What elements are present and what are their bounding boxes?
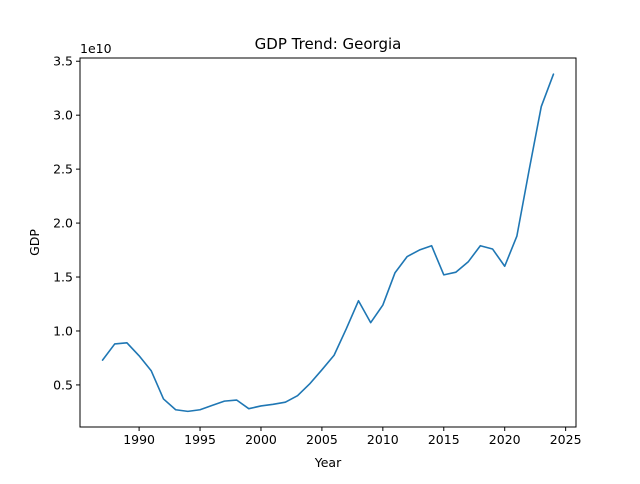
x-tick-label: 1995 xyxy=(184,432,216,447)
x-tick-label: 2015 xyxy=(428,432,460,447)
data-point xyxy=(285,401,287,403)
data-point xyxy=(175,409,177,411)
x-tick-label: 2005 xyxy=(306,432,338,447)
y-tick-label: 2.0 xyxy=(53,216,73,231)
y-tick-label: 0.5 xyxy=(53,377,73,392)
data-point xyxy=(394,272,396,274)
data-point xyxy=(236,399,238,401)
data-point xyxy=(443,274,445,276)
data-point xyxy=(187,411,189,413)
y-tick-label: 1.5 xyxy=(53,270,73,285)
x-tick-label: 2020 xyxy=(489,432,521,447)
data-point xyxy=(345,328,347,330)
x-tick-label: 2010 xyxy=(367,432,399,447)
y-axis-ticks: 0.5 1.0 1.5 2.0 2.5 3.0 3.5 xyxy=(53,54,80,392)
x-axis-ticks: 1990 1995 2000 2005 2010 2015 2020 2025 xyxy=(123,427,582,447)
x-tick-label: 2000 xyxy=(245,432,277,447)
data-point xyxy=(309,383,311,385)
data-point xyxy=(102,359,104,361)
plot-area xyxy=(101,73,555,413)
data-point xyxy=(406,256,408,258)
data-point xyxy=(163,398,165,400)
data-point xyxy=(370,322,372,324)
x-tick-label: 1990 xyxy=(123,432,155,447)
data-point xyxy=(528,169,530,171)
data-point xyxy=(126,342,128,344)
data-point xyxy=(138,355,140,357)
data-point xyxy=(467,261,469,263)
y-axis-label: GDP xyxy=(27,229,42,256)
data-point xyxy=(516,235,518,237)
data-point xyxy=(419,249,421,251)
data-point xyxy=(431,245,433,247)
data-point xyxy=(480,245,482,247)
data-point xyxy=(272,404,274,406)
x-tick-label: 2025 xyxy=(550,432,582,447)
series-line xyxy=(101,73,555,413)
data-point xyxy=(211,405,213,407)
data-point xyxy=(114,343,116,345)
y-tick-label: 3.5 xyxy=(53,54,73,69)
data-point xyxy=(150,370,152,372)
data-point xyxy=(297,395,299,397)
data-point xyxy=(455,271,457,273)
data-point xyxy=(358,300,360,302)
data-point xyxy=(224,400,226,402)
data-point xyxy=(199,409,201,411)
y-tick-label: 2.5 xyxy=(53,162,73,177)
data-point xyxy=(333,354,335,356)
y-tick-label: 3.0 xyxy=(53,108,73,123)
data-point xyxy=(382,304,384,306)
y-tick-label: 1.0 xyxy=(53,323,73,338)
data-point xyxy=(321,369,323,371)
x-axis-label: Year xyxy=(314,455,342,470)
data-point xyxy=(492,248,494,250)
data-point xyxy=(504,265,506,267)
chart-title: GDP Trend: Georgia xyxy=(255,35,402,53)
data-point xyxy=(248,408,250,410)
axes-frame xyxy=(79,57,577,428)
data-point xyxy=(260,405,262,407)
data-point xyxy=(553,73,555,75)
y-axis-offset-label: 1e10 xyxy=(80,41,112,56)
data-point xyxy=(540,106,542,108)
